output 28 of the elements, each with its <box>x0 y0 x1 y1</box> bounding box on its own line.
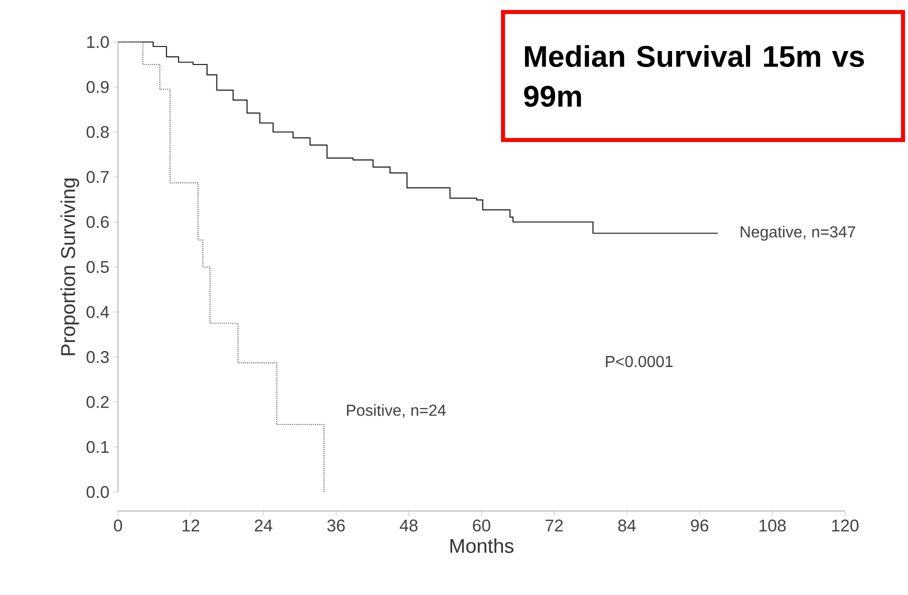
annotation: P<0.0001 <box>606 356 673 368</box>
x-tick-label: 12 <box>182 520 200 532</box>
y-tick-label: 0.5 <box>86 261 109 273</box>
y-tick-label: 0.0 <box>86 486 109 498</box>
y-tick-label: 1.0 <box>87 36 109 48</box>
x-tick-label: 60 <box>472 520 490 532</box>
y-tick-label: 0.1 <box>86 441 109 453</box>
series-label: Negative, n=347 <box>740 226 856 241</box>
y-tick-label: 0.8 <box>86 126 109 138</box>
y-tick-label: 0.7 <box>86 171 109 183</box>
y-tick-label: 0.3 <box>86 351 109 363</box>
x-tick-label: 36 <box>327 520 345 532</box>
x-tick-label: 0 <box>114 520 122 532</box>
y-tick-label: 0.9 <box>86 81 109 93</box>
y-tick-label: 0.6 <box>86 216 109 228</box>
x-axis-title: Months <box>450 538 514 553</box>
x-tick-label: 84 <box>618 520 636 532</box>
series-label: Positive, n=24 <box>346 404 446 418</box>
x-tick-label: 72 <box>546 520 563 532</box>
x-tick-label: 96 <box>690 520 708 532</box>
x-tick-label: 48 <box>400 520 418 532</box>
x-tick-label: 108 <box>759 520 786 532</box>
y-tick-label: 0.4 <box>86 306 109 318</box>
x-tick-label: 24 <box>254 520 272 532</box>
y-axis-title: Proportion Surviving <box>60 178 80 356</box>
annotation: Median Survival 15m vs 99m <box>524 45 864 107</box>
y-tick-label: 0.2 <box>86 396 109 408</box>
x-tick-label: 120 <box>832 520 858 532</box>
